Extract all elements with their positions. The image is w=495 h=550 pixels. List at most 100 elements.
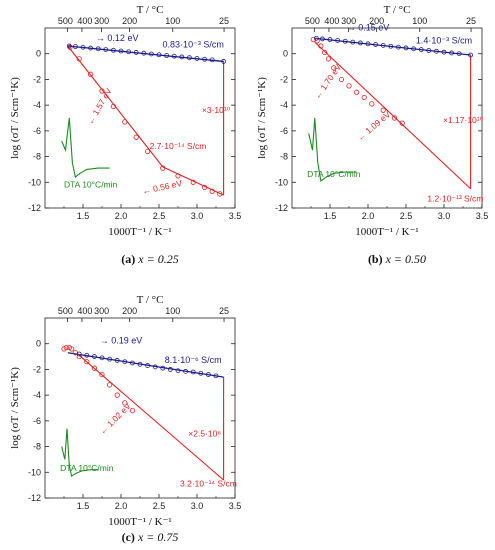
blue-data-point — [73, 44, 78, 49]
red-data-point — [202, 184, 208, 191]
caption-text: x = 0.25 — [137, 252, 178, 266]
annotation-label: ← 1.02 eV — [97, 401, 133, 437]
y-axis-title: log (σT / Scm⁻¹K) — [9, 367, 21, 449]
blue-data-point — [88, 45, 93, 51]
blue-data-point — [118, 48, 124, 54]
blue-data-point — [313, 35, 319, 41]
red-data-point — [122, 400, 128, 406]
y-tick-label: -4 — [33, 390, 41, 400]
annotation-label: ← 1.57 eV — [85, 86, 114, 126]
red-data-point — [114, 392, 120, 398]
y-tick-label: -10 — [28, 467, 41, 477]
top-tick-label: 300 — [94, 16, 109, 26]
blue-data-point — [84, 352, 90, 358]
x-tick-label: 3.5 — [229, 501, 242, 511]
top-tick-label: 25 — [219, 306, 229, 316]
top-tick-label: 100 — [165, 16, 180, 26]
x-tick-label: 1.5 — [77, 211, 90, 221]
blue-data-point — [99, 355, 105, 361]
red-trend-line — [314, 41, 471, 190]
y-tick-label: -6 — [33, 126, 41, 136]
chart-panel: 1.5 2.0 2.5 3.0 3.5 0 -2 -4 -6 -8 -10 -12 500 400 300 2… — [256, 4, 488, 266]
red-data-point — [76, 353, 82, 360]
x-tick-label: 2.0 — [362, 211, 375, 221]
y-tick-label: -2 — [33, 364, 41, 374]
blue-data-point — [198, 370, 204, 376]
red-data-point — [110, 103, 117, 110]
y-tick-label: -8 — [33, 442, 41, 452]
blue-data-point — [179, 54, 185, 60]
dta-curve — [61, 428, 99, 477]
x-tick-label: 3.0 — [191, 211, 204, 221]
top-tick-label: 300 — [341, 16, 356, 26]
red-data-point — [145, 148, 151, 155]
x-tick-label: 2.0 — [115, 501, 128, 511]
chart-panel: 1.5 2.0 2.5 3.0 3.5 0 -2 -4 -6 -8 -10 -12 500 400 300 2… — [9, 294, 241, 544]
y-tick-label: -12 — [28, 203, 41, 213]
annotation-label: ← 1.70 eV — [312, 62, 343, 101]
red-data-point — [69, 346, 75, 352]
blue-data-point — [76, 351, 82, 357]
blue-data-point — [380, 43, 386, 48]
blue-data-point — [456, 51, 462, 57]
y-axis-title: log (σT / Scm⁻¹K) — [256, 77, 268, 159]
blue-data-point — [388, 43, 394, 49]
blue-data-point — [433, 48, 439, 54]
red-trend-line — [162, 166, 224, 196]
y-tick-label: -4 — [280, 100, 288, 110]
blue-data-point — [319, 36, 325, 42]
red-data-point — [107, 382, 113, 388]
blue-data-point — [194, 56, 200, 61]
y-tick-label: -2 — [33, 74, 41, 84]
red-data-point — [325, 56, 332, 62]
blue-data-point — [111, 47, 116, 53]
x-axis-title: 1000T⁻¹ / K⁻¹ — [108, 516, 171, 528]
top-axis-title: T / °C — [137, 4, 164, 16]
caption-text: x = 0.50 — [385, 252, 426, 266]
blue-data-point — [468, 52, 474, 58]
blue-data-point — [133, 50, 139, 55]
y-axis-title: log (σT / Scm⁻¹K) — [9, 77, 21, 159]
blue-data-point — [175, 368, 181, 374]
blue-data-point — [156, 52, 162, 58]
red-data-point — [338, 76, 344, 83]
blue-data-point — [449, 50, 455, 56]
y-tick-label: -12 — [28, 493, 41, 503]
red-data-point — [99, 88, 105, 94]
red-data-point — [175, 173, 181, 179]
blue-data-point — [190, 369, 196, 375]
blue-data-point — [365, 41, 371, 47]
red-data-point — [133, 134, 139, 140]
x-tick-label: 2.0 — [115, 211, 128, 221]
blue-data-point — [95, 46, 101, 52]
red-data-point — [88, 71, 94, 77]
panel-caption: (c) x = 0.75 — [122, 530, 179, 544]
red-data-point — [399, 120, 405, 126]
y-tick-label: -4 — [33, 100, 41, 110]
top-tick-label: 100 — [165, 306, 180, 316]
top-tick-label: 25 — [219, 16, 229, 26]
blue-data-point — [213, 373, 219, 379]
top-tick-label: 500 — [305, 16, 320, 26]
x-tick-label: 3.0 — [438, 211, 451, 221]
annotation-label: → 0.12 eV — [96, 33, 139, 43]
x-tick-label: 2.5 — [153, 211, 166, 221]
dta-curve — [308, 117, 357, 182]
blue-data-point — [141, 50, 147, 56]
blue-data-point — [164, 53, 170, 58]
red-data-point — [314, 38, 320, 44]
red-data-point — [353, 89, 360, 95]
annotation-label: 1.2·10⁻¹³ S/cm — [427, 194, 483, 204]
blue-data-point — [183, 368, 189, 374]
red-data-point — [331, 65, 337, 71]
annotation-label: 1.4·10⁻³ S/cm — [416, 35, 472, 45]
caption-label: (a) — [121, 252, 138, 266]
blue-data-point — [186, 55, 192, 61]
annotation-label: 8.1·10⁻⁶ S/cm — [165, 355, 222, 365]
annotation-label: ×3·10¹⁰ — [202, 105, 231, 115]
blue-data-point — [403, 45, 409, 51]
blue-data-point — [171, 53, 177, 59]
caption-text: x = 0.75 — [137, 530, 178, 544]
red-data-point — [84, 359, 90, 365]
